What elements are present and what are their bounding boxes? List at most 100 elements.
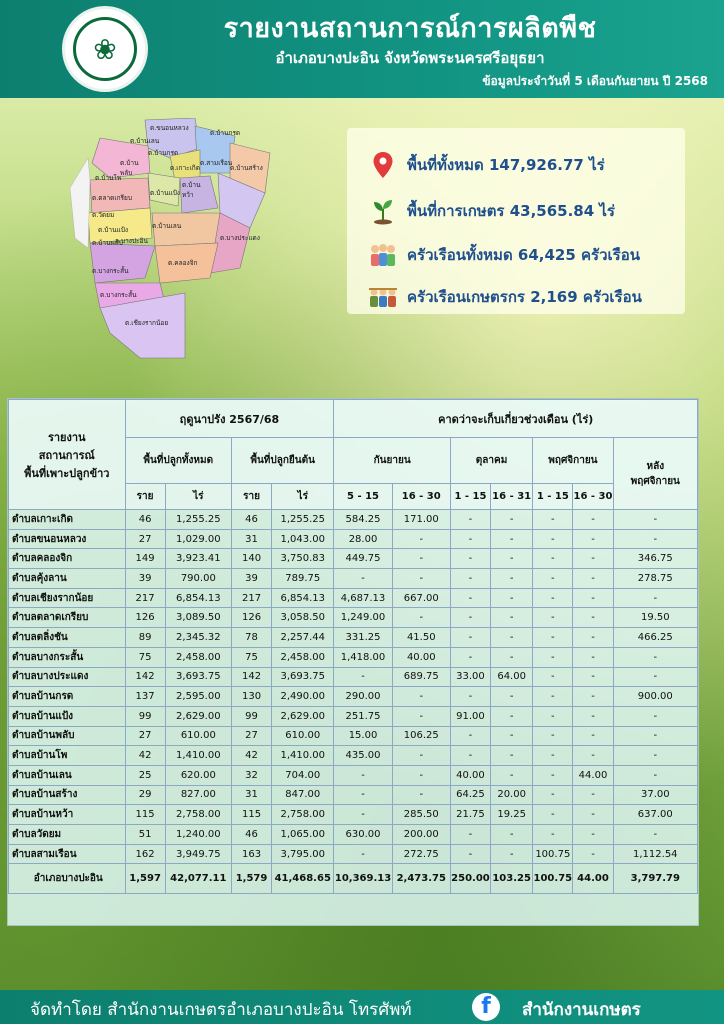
table-cell: -: [572, 646, 614, 668]
table-cell: 126: [124, 607, 166, 629]
family-icon: [367, 241, 399, 269]
table-cell: -: [532, 528, 574, 550]
table-cell: 106.25: [391, 725, 451, 747]
table-cell: -: [490, 824, 534, 845]
table-cell: 1,418.00: [333, 646, 393, 668]
map-label: ต.บางกระสั้น: [100, 291, 137, 299]
table-cell: 3,693.75: [164, 666, 232, 688]
total-label-cell: อำเภอบางปะอิน: [8, 863, 126, 895]
table-cell: 217: [124, 587, 166, 609]
table-cell: 1,255.25: [271, 509, 335, 530]
seal-icon: ❀: [73, 17, 137, 81]
table-cell: 33.00: [449, 666, 492, 688]
table-cell: 704.00: [271, 764, 335, 786]
table-cell: 667.00: [391, 587, 451, 609]
table-cell: 31: [230, 784, 273, 806]
table-cell: 46: [230, 824, 273, 845]
subdistrict-name-cell: ตำบลบ้านเลน: [8, 764, 126, 786]
table-cell: 27: [124, 725, 166, 747]
table-cell: 42: [124, 745, 166, 766]
map-label: ต.บ้านพลับ: [92, 239, 123, 247]
table-cell: -: [333, 568, 393, 589]
table-cell: 142: [124, 666, 166, 688]
table-cell: 1,240.00: [164, 824, 232, 845]
table-cell: 2,345.32: [164, 627, 232, 648]
facebook-icon[interactable]: f: [472, 993, 500, 1021]
table-cell: 20.00: [490, 784, 534, 806]
table-row: ตำบลบ้านโพ 42 1,410.00 42 1,410.00 435.00- - - -…: [8, 745, 699, 766]
table-cell: 40.00: [449, 764, 492, 786]
nov-1-15-header: 1 - 15: [532, 483, 574, 510]
table-cell: -: [391, 784, 451, 806]
table-row: ตำบลบ้านกรด 137 2,595.00 130 2,490.00 290.00-…: [8, 686, 699, 707]
table-cell: -: [449, 587, 492, 609]
planted-standing-header: พื้นที่ปลูกยืนต้น: [230, 437, 335, 484]
table-cell: 847.00: [271, 784, 335, 806]
table-cell: -: [391, 607, 451, 629]
october-header: ตุลาคม: [449, 437, 534, 484]
total-cell: 103.25: [490, 863, 534, 895]
nov-16-30-header: 16 - 30: [572, 483, 614, 510]
table-cell: -: [532, 587, 574, 609]
table-row: ตำบลบางกระสั้น 75 2,458.00 75 2,458.00 1,418.…: [8, 646, 699, 668]
table-cell: 142: [230, 666, 273, 688]
table-cell: -: [612, 824, 699, 845]
table-cell: -: [532, 764, 574, 786]
table-cell: 39: [124, 568, 166, 589]
table-cell: 41.50: [391, 627, 451, 648]
table-row: ตำบลบ้านสร้าง 29 827.00 31 847.00- -64.25 20.0…: [8, 784, 699, 806]
table-cell: 64.00: [490, 666, 534, 688]
table-cell: 346.75: [612, 548, 699, 570]
map-label: ต.ขนอนหลวง: [150, 124, 189, 132]
table-cell: 25: [124, 764, 166, 786]
table-row: ตำบลคุ้งลาน 39 790.00 39 789.75- - - - - -278.75: [8, 568, 699, 589]
table-cell: 162: [124, 843, 166, 865]
table-cell: 290.00: [333, 686, 393, 707]
table-cell: -: [333, 666, 393, 688]
map-label: ต.บ้านแป้ง: [150, 189, 180, 197]
subdistrict-name-cell: ตำบลเกาะเกิด: [8, 509, 126, 530]
table-cell: 6,854.13: [271, 587, 335, 609]
table-cell: -: [612, 646, 699, 668]
table-cell: -: [572, 587, 614, 609]
table-cell: 435.00: [333, 745, 393, 766]
table-cell: 1,112.54: [612, 843, 699, 865]
table-cell: 2,595.00: [164, 686, 232, 707]
page-title: รายงานสถานการณ์การผลิตพืช: [223, 13, 597, 44]
facebook-page-name[interactable]: สำนักงานเกษตร: [522, 1000, 641, 1020]
table-row: ตำบลสามเรือน 162 3,949.75 163 3,795.00-272.7…: [8, 843, 699, 865]
subdistrict-name-cell: ตำบลขนอนหลวง: [8, 528, 126, 550]
seedling-icon: [367, 197, 399, 225]
farm-area-text: พื้นที่การเกษตร 43,565.84 ไร่: [407, 202, 615, 220]
table-row: ตำบลเกาะเกิด 46 1,255.25 46 1,255.25 584.25 17…: [8, 509, 699, 530]
table-cell: 3,058.50: [271, 607, 335, 629]
table-cell: 75: [124, 646, 166, 668]
map-label: ต.บางประแดง: [220, 234, 260, 242]
table-row: ตำบลบ้านหว้า 115 2,758.00 115 2,758.00-285.5…: [8, 804, 699, 825]
table-cell: -: [572, 548, 614, 570]
table-cell: 2,257.44: [271, 627, 335, 648]
table-cell: 3,693.75: [271, 666, 335, 688]
table-cell: 3,795.00: [271, 843, 335, 865]
table-cell: 140: [230, 548, 273, 570]
table-cell: -: [612, 705, 699, 727]
table-cell: 6,854.13: [164, 587, 232, 609]
table-cell: -: [572, 568, 614, 589]
map-label: ต.บ้านเลน: [130, 137, 160, 145]
table-cell: 32: [230, 764, 273, 786]
table-row: ตำบลเชียงรากน้อย 217 6,854.13 217 6,854.13 4,…: [8, 587, 699, 609]
table-cell: -: [572, 843, 614, 865]
total-cell: 10,369.13: [333, 863, 393, 895]
table-cell: 1,043.00: [271, 528, 335, 550]
table-cell: -: [532, 804, 574, 825]
table-cell: 100.75: [532, 843, 574, 865]
table-cell: 689.75: [391, 666, 451, 688]
table-cell: -: [333, 843, 393, 865]
table-cell: 272.75: [391, 843, 451, 865]
table-cell: 3,750.83: [271, 548, 335, 570]
table-cell: 19.25: [490, 804, 534, 825]
table-cell: 331.25: [333, 627, 393, 648]
table-body: ตำบลเกาะเกิด 46 1,255.25 46 1,255.25 584.25 17…: [8, 509, 699, 865]
table-cell: -: [572, 784, 614, 806]
table-cell: -: [490, 686, 534, 707]
